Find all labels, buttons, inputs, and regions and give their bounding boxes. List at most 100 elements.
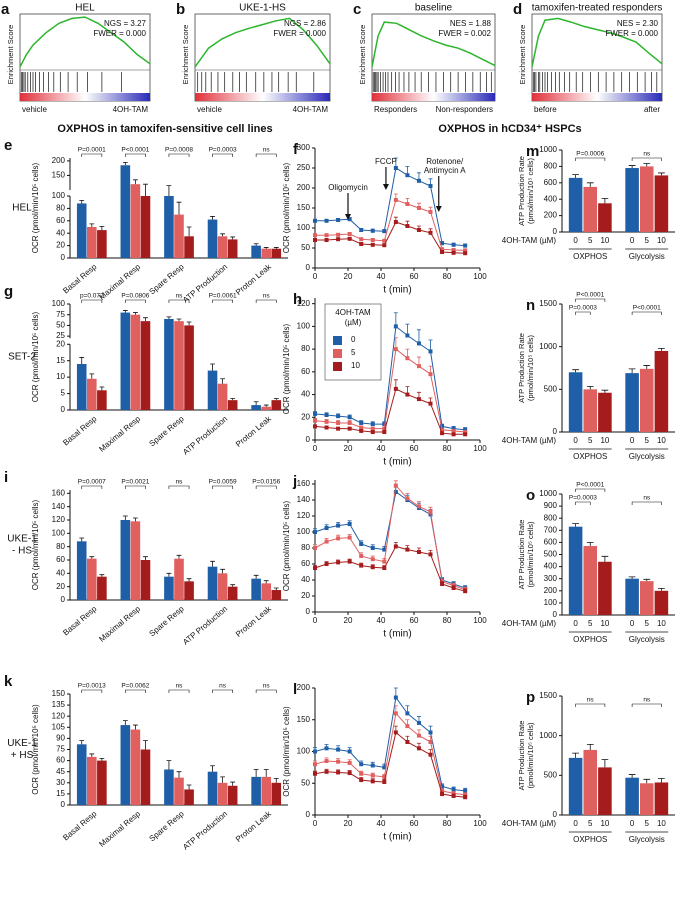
panel-letter: h [293,291,302,308]
point [416,733,421,738]
point [440,431,445,436]
bar [120,312,131,410]
point [416,720,421,725]
y-tick-label: 75 [56,745,65,754]
point [370,546,375,550]
error-bar [89,223,95,227]
point [382,774,387,779]
x-tick-label: 10 [600,436,609,445]
point [393,730,398,735]
bar [625,578,639,615]
y-tick-label: 20 [56,241,65,250]
y-tick-label: 60 [56,756,65,765]
point [336,770,341,775]
bar [639,368,654,432]
y-tick-label: 1000 [539,731,557,740]
y-tick-label: 100 [544,598,558,607]
significance-bracket [212,485,233,489]
error-bar [122,310,128,313]
y-tick-label: 0 [553,427,558,436]
y-tick-label: 25 [56,331,65,340]
p-value-label: ns [263,683,271,690]
p-value-label: ns [219,683,227,690]
bar [217,782,228,805]
error-bar [601,389,609,393]
point [370,773,375,778]
x-tick-label: 10 [657,819,666,828]
panel-title: UKE-1-HS [239,3,286,14]
point [370,430,375,435]
point [463,243,468,248]
y-tick-label: 0 [306,435,311,444]
p-value-label: P<0.0001 [576,482,604,489]
p-value-label: P=0.0062 [121,683,149,690]
y-tick-label: 160 [297,479,311,488]
x-tick-label: 100 [473,444,487,453]
x-tick-label: 100 [473,616,487,625]
bar [97,230,107,258]
point [336,747,341,752]
y-tick-label: 1000 [539,342,557,351]
y-axis-label: (pmol/min/10⁵ cells) [526,722,535,789]
x-tick-label: 0 [573,819,578,828]
bar [568,372,583,432]
point [428,230,433,235]
y-tick-label: 0 [61,253,66,262]
point [313,218,317,223]
error-bar [601,555,609,562]
y-tick-label: 0 [306,810,311,819]
error-bar [133,312,138,315]
point [393,386,398,391]
error-bar [572,174,579,178]
bar [76,541,87,600]
error-bar [643,365,651,369]
error-bar [273,398,279,401]
y-axis-label: ATP Production Rate [517,721,526,791]
bar [174,214,184,258]
row-label: UKE-1 [7,738,37,749]
annotation: Oligomycin [328,183,368,192]
point [324,238,329,242]
significance-bracket [212,153,233,157]
y-tick-label: 600 [544,538,558,547]
bar [174,777,184,805]
bar [227,586,238,600]
p-value-label: ns [263,293,271,300]
x-tick-label: Basal Resp [61,604,99,638]
bar [598,561,612,615]
significance-bracket [631,157,662,161]
point [347,559,352,564]
bar [261,776,271,805]
significance-bracket [255,299,277,303]
x-axis-label: t (min) [383,832,411,843]
legend-label: 10 [351,361,360,370]
panel-letter: d [513,1,522,18]
p-value-label: ns [263,147,271,154]
error-bar [263,404,269,407]
point [405,392,410,397]
error-bar [186,321,192,326]
point [336,536,341,541]
significance-bracket [168,689,190,693]
y-tick-label: 0 [306,263,311,272]
row-label: SET-2 [8,352,36,363]
group-label: Glycolysis [629,452,665,461]
point [416,206,421,210]
bar [251,776,261,805]
p-value-label: P<0.0001 [633,305,661,312]
error-bar [79,357,85,364]
bar [207,771,218,805]
point [382,238,387,243]
bar [97,390,107,410]
y-axis-label: OCR (pmol/min/10⁵ cells) [31,311,40,402]
y-tick-label: 0 [553,610,558,619]
legend-swatch [333,349,342,358]
x-tick-label: 100 [473,272,487,281]
legend-swatch [333,336,342,345]
y-tick-label: 20 [301,591,310,600]
x-tick-label: 0 [573,236,578,245]
y-axis-label: Enrichment Score [518,25,527,85]
dose-label: 4OH-TAM (µM) [502,619,557,628]
x-tick-label: Spare Resp [147,809,186,843]
point [336,218,341,222]
